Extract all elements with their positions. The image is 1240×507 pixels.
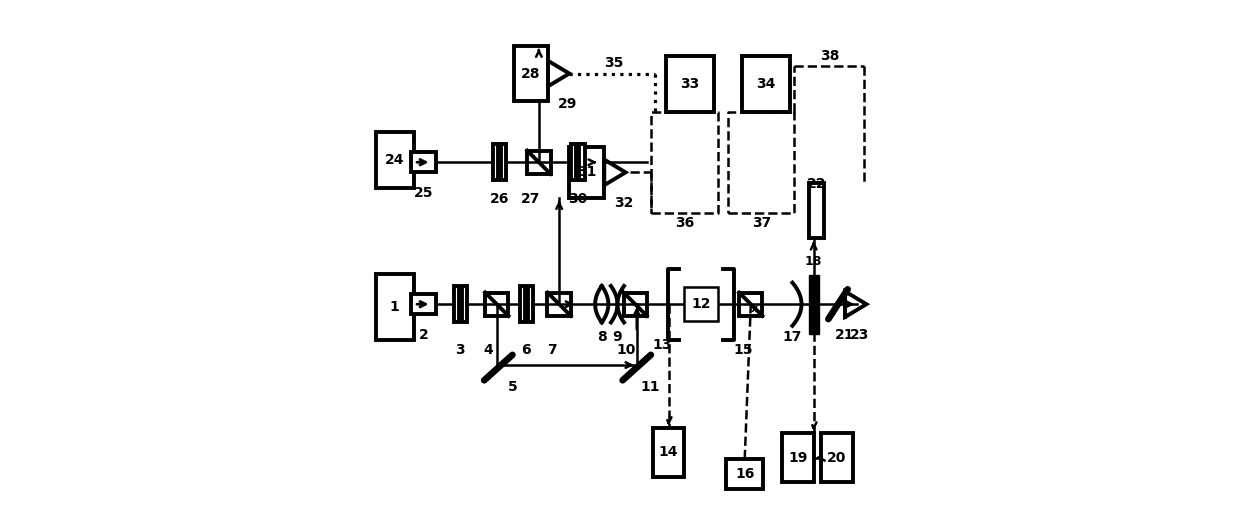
Text: 10: 10 — [616, 343, 636, 357]
Text: 25: 25 — [414, 186, 434, 200]
Text: 19: 19 — [789, 451, 807, 464]
Text: 23: 23 — [849, 328, 869, 342]
Text: 17: 17 — [782, 330, 802, 344]
Text: 5: 5 — [507, 380, 517, 394]
Bar — [494, 144, 498, 180]
Bar — [653, 428, 684, 477]
Text: 4: 4 — [484, 343, 494, 357]
Text: 24: 24 — [384, 153, 404, 167]
Bar — [821, 433, 853, 482]
Bar — [742, 56, 790, 112]
Bar — [684, 287, 718, 321]
Text: 33: 33 — [680, 77, 699, 91]
Text: 32: 32 — [614, 196, 634, 210]
Text: 28: 28 — [521, 66, 541, 81]
Text: 27: 27 — [521, 192, 539, 206]
Bar — [808, 275, 818, 334]
Text: 8: 8 — [596, 330, 606, 344]
Bar — [808, 183, 823, 238]
Text: 31: 31 — [577, 165, 596, 179]
Text: 14: 14 — [658, 446, 678, 459]
Text: 35: 35 — [604, 56, 624, 70]
Text: 36: 36 — [676, 216, 694, 230]
Text: 38: 38 — [820, 49, 839, 63]
Text: 37: 37 — [751, 216, 771, 230]
Text: 7: 7 — [547, 343, 557, 357]
Bar — [666, 56, 714, 112]
Text: 34: 34 — [756, 77, 775, 91]
Bar — [412, 294, 436, 314]
Text: x: x — [751, 304, 759, 314]
Bar — [528, 286, 533, 322]
Text: 29: 29 — [558, 97, 578, 111]
Bar — [513, 46, 548, 101]
Text: 20: 20 — [827, 451, 847, 464]
Text: 15: 15 — [733, 343, 753, 357]
Bar — [572, 144, 577, 180]
Bar — [412, 152, 436, 172]
Text: 1: 1 — [389, 300, 399, 314]
Text: 22: 22 — [806, 176, 826, 191]
Text: 2: 2 — [419, 328, 429, 342]
Bar — [454, 286, 459, 322]
Text: 13: 13 — [652, 338, 672, 352]
Text: 11: 11 — [641, 380, 660, 394]
Text: 26: 26 — [490, 192, 510, 206]
Text: 6: 6 — [521, 343, 531, 357]
Text: 9: 9 — [613, 330, 622, 344]
Text: 30: 30 — [568, 192, 588, 206]
Bar — [520, 286, 525, 322]
Text: 12: 12 — [692, 297, 711, 311]
Text: 3: 3 — [455, 343, 465, 357]
Bar — [501, 144, 506, 180]
Bar — [376, 274, 414, 340]
Bar — [579, 144, 584, 180]
Text: 21: 21 — [836, 328, 854, 342]
Text: 16: 16 — [735, 467, 754, 481]
Bar — [727, 459, 763, 489]
Bar — [376, 132, 414, 188]
Bar — [569, 147, 604, 198]
Bar — [461, 286, 467, 322]
Text: 18: 18 — [805, 255, 822, 268]
Bar — [782, 433, 813, 482]
